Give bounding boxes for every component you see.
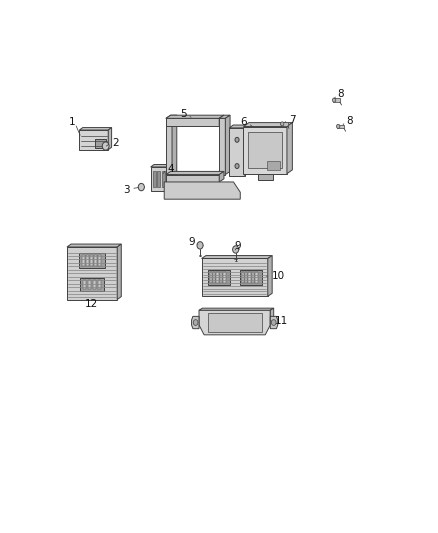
Text: 8: 8: [346, 116, 353, 126]
Circle shape: [102, 142, 109, 150]
Polygon shape: [287, 123, 293, 174]
Bar: [94, 255, 97, 266]
Bar: [153, 171, 156, 188]
Polygon shape: [282, 122, 288, 126]
Bar: [242, 272, 244, 283]
Polygon shape: [166, 115, 177, 118]
Polygon shape: [268, 255, 272, 296]
Bar: [86, 255, 89, 266]
Polygon shape: [225, 115, 230, 175]
Polygon shape: [244, 126, 287, 174]
Polygon shape: [172, 115, 177, 175]
Polygon shape: [208, 270, 230, 285]
Polygon shape: [191, 317, 199, 329]
Polygon shape: [79, 127, 112, 130]
Bar: [82, 255, 85, 266]
Text: 3: 3: [123, 184, 130, 195]
Polygon shape: [164, 182, 240, 199]
Polygon shape: [67, 247, 117, 300]
Polygon shape: [166, 118, 172, 175]
Polygon shape: [270, 308, 274, 325]
Bar: [210, 272, 212, 283]
Circle shape: [138, 183, 145, 191]
Text: 12: 12: [85, 298, 98, 309]
Polygon shape: [230, 128, 245, 175]
Text: 2: 2: [112, 138, 118, 148]
Polygon shape: [219, 115, 230, 118]
Polygon shape: [270, 317, 278, 329]
Bar: [216, 272, 219, 283]
Bar: [83, 280, 86, 289]
Circle shape: [235, 164, 239, 168]
Text: 7: 7: [289, 115, 296, 125]
Bar: [93, 280, 96, 289]
Polygon shape: [151, 165, 176, 167]
Polygon shape: [333, 99, 340, 102]
Text: 11: 11: [275, 316, 288, 326]
Circle shape: [271, 320, 276, 325]
Polygon shape: [244, 123, 293, 126]
Polygon shape: [117, 244, 121, 300]
Polygon shape: [240, 270, 261, 285]
Text: 4: 4: [167, 164, 174, 174]
Text: 9: 9: [235, 241, 241, 251]
Circle shape: [280, 122, 284, 126]
Bar: [157, 171, 160, 188]
Polygon shape: [201, 259, 268, 296]
Polygon shape: [245, 125, 248, 175]
Polygon shape: [337, 125, 344, 128]
Text: 8: 8: [338, 89, 344, 99]
Bar: [98, 255, 101, 266]
Text: 10: 10: [271, 271, 284, 281]
Circle shape: [197, 241, 203, 249]
Bar: [248, 272, 251, 283]
Polygon shape: [108, 127, 112, 150]
Bar: [213, 272, 215, 283]
Bar: [88, 280, 91, 289]
Polygon shape: [151, 167, 173, 191]
Polygon shape: [201, 255, 272, 259]
Bar: [252, 272, 254, 283]
Polygon shape: [67, 244, 121, 247]
Bar: [223, 272, 226, 283]
Polygon shape: [199, 308, 274, 310]
Polygon shape: [79, 253, 105, 268]
Bar: [255, 272, 258, 283]
Polygon shape: [208, 313, 262, 332]
Text: 9: 9: [188, 237, 194, 247]
Circle shape: [235, 138, 239, 142]
Circle shape: [332, 98, 336, 102]
Bar: [245, 272, 247, 283]
Polygon shape: [95, 139, 106, 148]
Circle shape: [233, 246, 239, 253]
Polygon shape: [166, 175, 219, 182]
Text: 1: 1: [68, 117, 75, 127]
Polygon shape: [166, 118, 219, 126]
Polygon shape: [248, 132, 282, 168]
Polygon shape: [219, 118, 225, 175]
Bar: [98, 280, 101, 289]
Text: 6: 6: [240, 117, 247, 127]
Bar: [220, 272, 222, 283]
Text: 5: 5: [180, 109, 187, 119]
Polygon shape: [166, 172, 224, 175]
Circle shape: [193, 320, 198, 325]
Bar: [162, 171, 165, 188]
Bar: [166, 171, 170, 188]
Polygon shape: [173, 165, 176, 191]
Polygon shape: [79, 130, 108, 150]
Polygon shape: [199, 310, 270, 335]
Circle shape: [336, 124, 340, 128]
Polygon shape: [258, 174, 273, 180]
Polygon shape: [230, 125, 248, 128]
Bar: [267, 161, 280, 169]
Polygon shape: [80, 278, 104, 290]
Bar: [90, 255, 93, 266]
Polygon shape: [219, 172, 224, 182]
Polygon shape: [219, 115, 224, 126]
Polygon shape: [166, 115, 224, 118]
